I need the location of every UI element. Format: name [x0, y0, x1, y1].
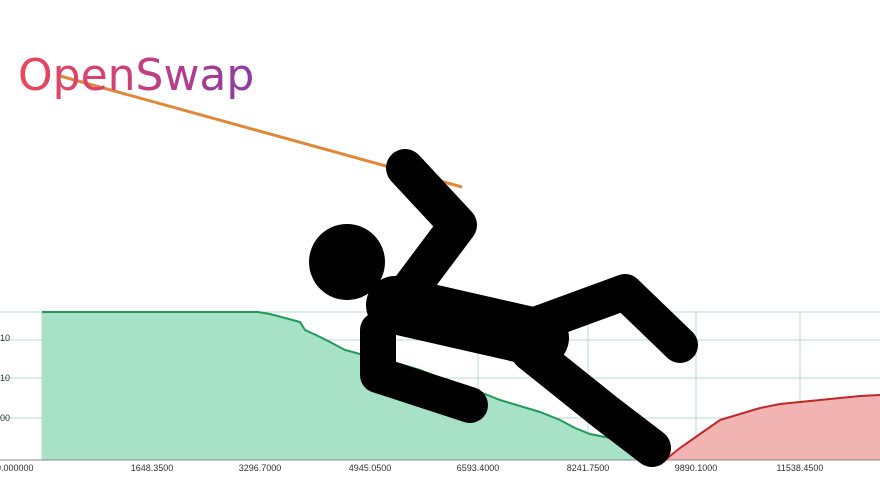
- leg: [517, 274, 698, 363]
- x-tick-label: 1648.3500: [131, 463, 174, 473]
- x-tick-label: 6593.4000: [457, 463, 500, 473]
- logo: OpenSwap: [18, 50, 254, 101]
- arm: [379, 149, 477, 324]
- arm: [360, 312, 488, 423]
- stick-figure: [309, 149, 698, 467]
- ask-area: [665, 395, 880, 460]
- x-tick-label: 11538.4500: [777, 463, 824, 473]
- bid-area: [42, 312, 658, 460]
- leg: [511, 333, 671, 467]
- head: [309, 224, 385, 300]
- x-tick-label: 0.000000: [0, 463, 34, 473]
- x-tick-label: 9890.1000: [675, 463, 718, 473]
- y-tick-label: 10: [0, 373, 10, 383]
- x-tick-label: 3296.7000: [239, 463, 282, 473]
- ask-line: [664, 394, 880, 461]
- y-tick-label: 00: [0, 413, 10, 423]
- x-tick-label: 4945.0500: [349, 463, 392, 473]
- y-tick-label: 10: [0, 333, 10, 343]
- torso: [366, 276, 569, 367]
- x-tick-label: 8241.7500: [567, 463, 610, 473]
